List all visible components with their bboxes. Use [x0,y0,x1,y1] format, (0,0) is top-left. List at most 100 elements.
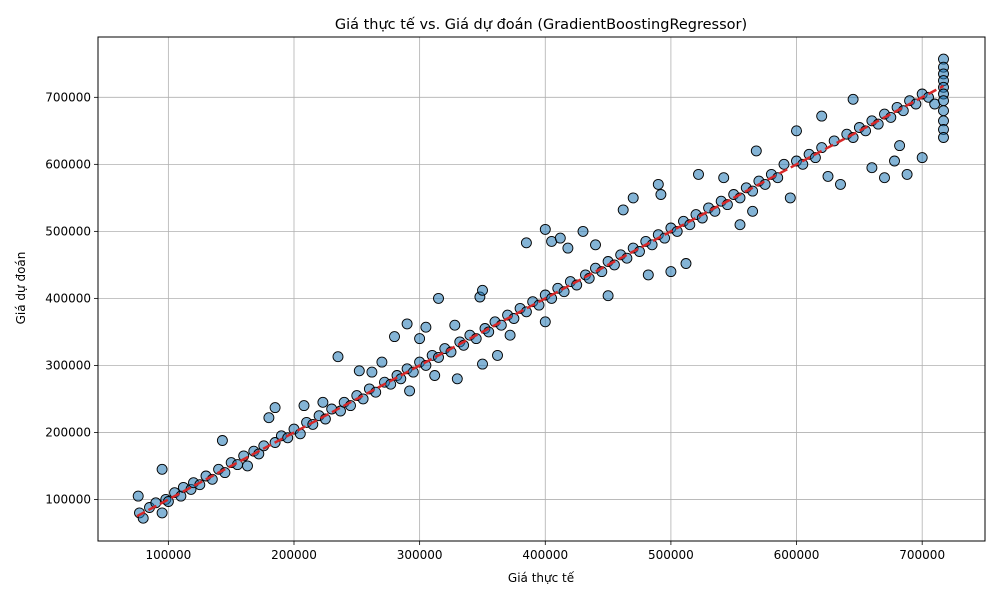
data-point [429,370,441,381]
data-point [317,396,329,408]
data-point [562,242,574,254]
data-point [750,145,762,157]
chart-title: Giá thực tế vs. Giá dự đoán (GradientBoo… [335,16,747,33]
data-point [897,105,909,117]
data-point [366,366,378,378]
y-tick-label: 200000 [45,425,91,439]
data-point [326,403,338,415]
x-tick-label: 700000 [899,548,945,562]
data-point [718,172,730,184]
data-point [885,111,897,123]
data-point [156,463,168,475]
data-point [910,98,922,110]
x-tick-label: 600000 [774,548,820,562]
data-point [680,258,692,269]
data-point [634,246,645,257]
data-point [816,110,828,122]
data-point [504,329,516,341]
data-point [156,507,168,519]
data-point [263,412,275,424]
data-point [495,319,507,331]
plot-area-frame [97,36,986,542]
data-point [642,269,654,281]
data-point [539,223,551,235]
data-point [879,172,890,184]
reference-line [136,84,945,518]
data-point [492,349,503,361]
data-point [376,356,388,368]
data-point [414,333,426,345]
data-point [621,252,633,264]
x-tick-label: 100000 [145,548,191,562]
data-point [646,239,658,251]
data-point [894,140,906,152]
data-point [389,331,400,343]
data-point [847,93,859,105]
y-axis-label: Giá dự đoán [14,252,28,325]
y-axis-ticks: 100000 200000 300000 400000 500000 600000 7000… [45,90,98,506]
data-point [652,178,664,190]
y-tick-label: 300000 [45,358,91,372]
data-point [602,290,614,302]
data-point [477,358,488,370]
data-point [938,132,949,143]
data-point [242,460,253,472]
data-point [916,152,928,164]
y-tick-label: 100000 [45,492,91,506]
data-point [269,402,281,414]
data-point [828,135,840,147]
data-point [778,158,790,170]
data-point [539,316,551,328]
x-axis-ticks: 100000 200000 300000 400000 500000 600000 7000… [145,541,945,562]
y-tick-label: 500000 [45,224,91,238]
data-point [298,400,310,412]
data-point [938,105,949,117]
data-point [772,172,784,184]
data-point [420,359,432,371]
data-point [420,321,432,333]
data-point [627,192,639,204]
data-point [590,239,601,251]
data-point [370,386,382,398]
data-point [508,313,520,324]
data-point [449,319,461,331]
x-axis-label: Giá thực tế [508,571,575,585]
data-point [784,192,796,204]
data-point [822,170,834,182]
y-tick-label: 400000 [45,291,91,305]
data-point [816,142,828,154]
data-point [520,237,532,249]
data-point [866,162,878,174]
data-point [655,189,667,200]
data-point [759,178,771,190]
data-point [835,178,846,190]
y-tick-label: 700000 [45,90,91,104]
data-point [665,266,677,278]
data-point [433,292,444,304]
data-point [401,318,413,330]
data-point [404,385,416,397]
data-point [353,365,365,377]
data-point [520,306,532,318]
data-point [554,232,566,244]
data-point [938,95,949,107]
data-point [617,204,629,216]
data-point [747,205,759,217]
x-tick-label: 300000 [397,548,443,562]
x-tick-label: 200000 [271,548,317,562]
data-point [889,155,900,167]
y-tick-label: 600000 [45,157,91,171]
data-point [693,168,704,180]
x-tick-label: 500000 [648,548,694,562]
data-point [791,125,802,137]
x-tick-label: 400000 [522,548,568,562]
data-point [357,393,369,405]
data-point [451,373,463,385]
data-point [901,168,913,180]
data-point [734,219,746,231]
data-point [684,219,696,231]
data-point [577,225,589,237]
data-point [216,435,228,446]
data-point [132,490,144,502]
